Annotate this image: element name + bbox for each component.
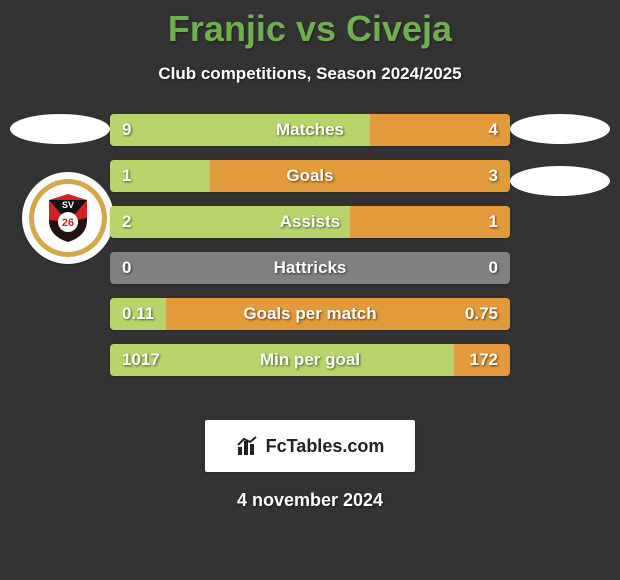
- stat-row: 21Assists: [110, 206, 510, 238]
- stat-label: Hattricks: [110, 252, 510, 284]
- subtitle: Club competitions, Season 2024/2025: [0, 64, 620, 84]
- stat-row: 0.110.75Goals per match: [110, 298, 510, 330]
- stat-fill-right: [210, 160, 510, 192]
- stat-value-right: 4: [489, 114, 498, 146]
- stat-row: 1017172Min per goal: [110, 344, 510, 376]
- stat-value-left: 0.11: [122, 298, 154, 330]
- logo-sv-text: SV: [62, 200, 74, 210]
- stat-fill-left: [110, 206, 350, 238]
- stat-value-left: 1017: [122, 344, 160, 376]
- stat-value-left: 9: [122, 114, 131, 146]
- stat-value-left: 0: [122, 252, 131, 284]
- stat-value-right: 0.75: [465, 298, 498, 330]
- stat-fill-left: [110, 114, 370, 146]
- stat-value-right: 172: [470, 344, 498, 376]
- stats-bars: 94Matches13Goals21Assists00Hattricks0.11…: [110, 114, 510, 390]
- stat-fill-right: [166, 298, 510, 330]
- stat-value-right: 3: [489, 160, 498, 192]
- player-left-silhouette: [10, 114, 110, 144]
- brand-text: FcTables.com: [266, 436, 385, 457]
- stat-value-right: 1: [489, 206, 498, 238]
- stat-fill-left: [110, 344, 454, 376]
- club-logo: SV 26: [22, 172, 114, 264]
- date-label: 4 november 2024: [0, 490, 620, 511]
- stat-row: 0 0Hattricks: [110, 252, 510, 284]
- stat-value-left: 2: [122, 206, 131, 238]
- logo-26-text: 26: [62, 217, 74, 229]
- stat-row: 13Goals: [110, 160, 510, 192]
- stat-row: 94Matches: [110, 114, 510, 146]
- player-right-silhouette-2: [510, 166, 610, 196]
- page-title: Franjic vs Civeja: [0, 0, 620, 50]
- chart-icon: [236, 435, 260, 457]
- brand-badge[interactable]: FcTables.com: [205, 420, 415, 472]
- stat-fill-right: [350, 206, 510, 238]
- stat-value-right: 0: [489, 252, 498, 284]
- stat-value-left: 1: [122, 160, 131, 192]
- club-shield-icon: SV 26: [45, 192, 91, 244]
- player-right-silhouette-1: [510, 114, 610, 144]
